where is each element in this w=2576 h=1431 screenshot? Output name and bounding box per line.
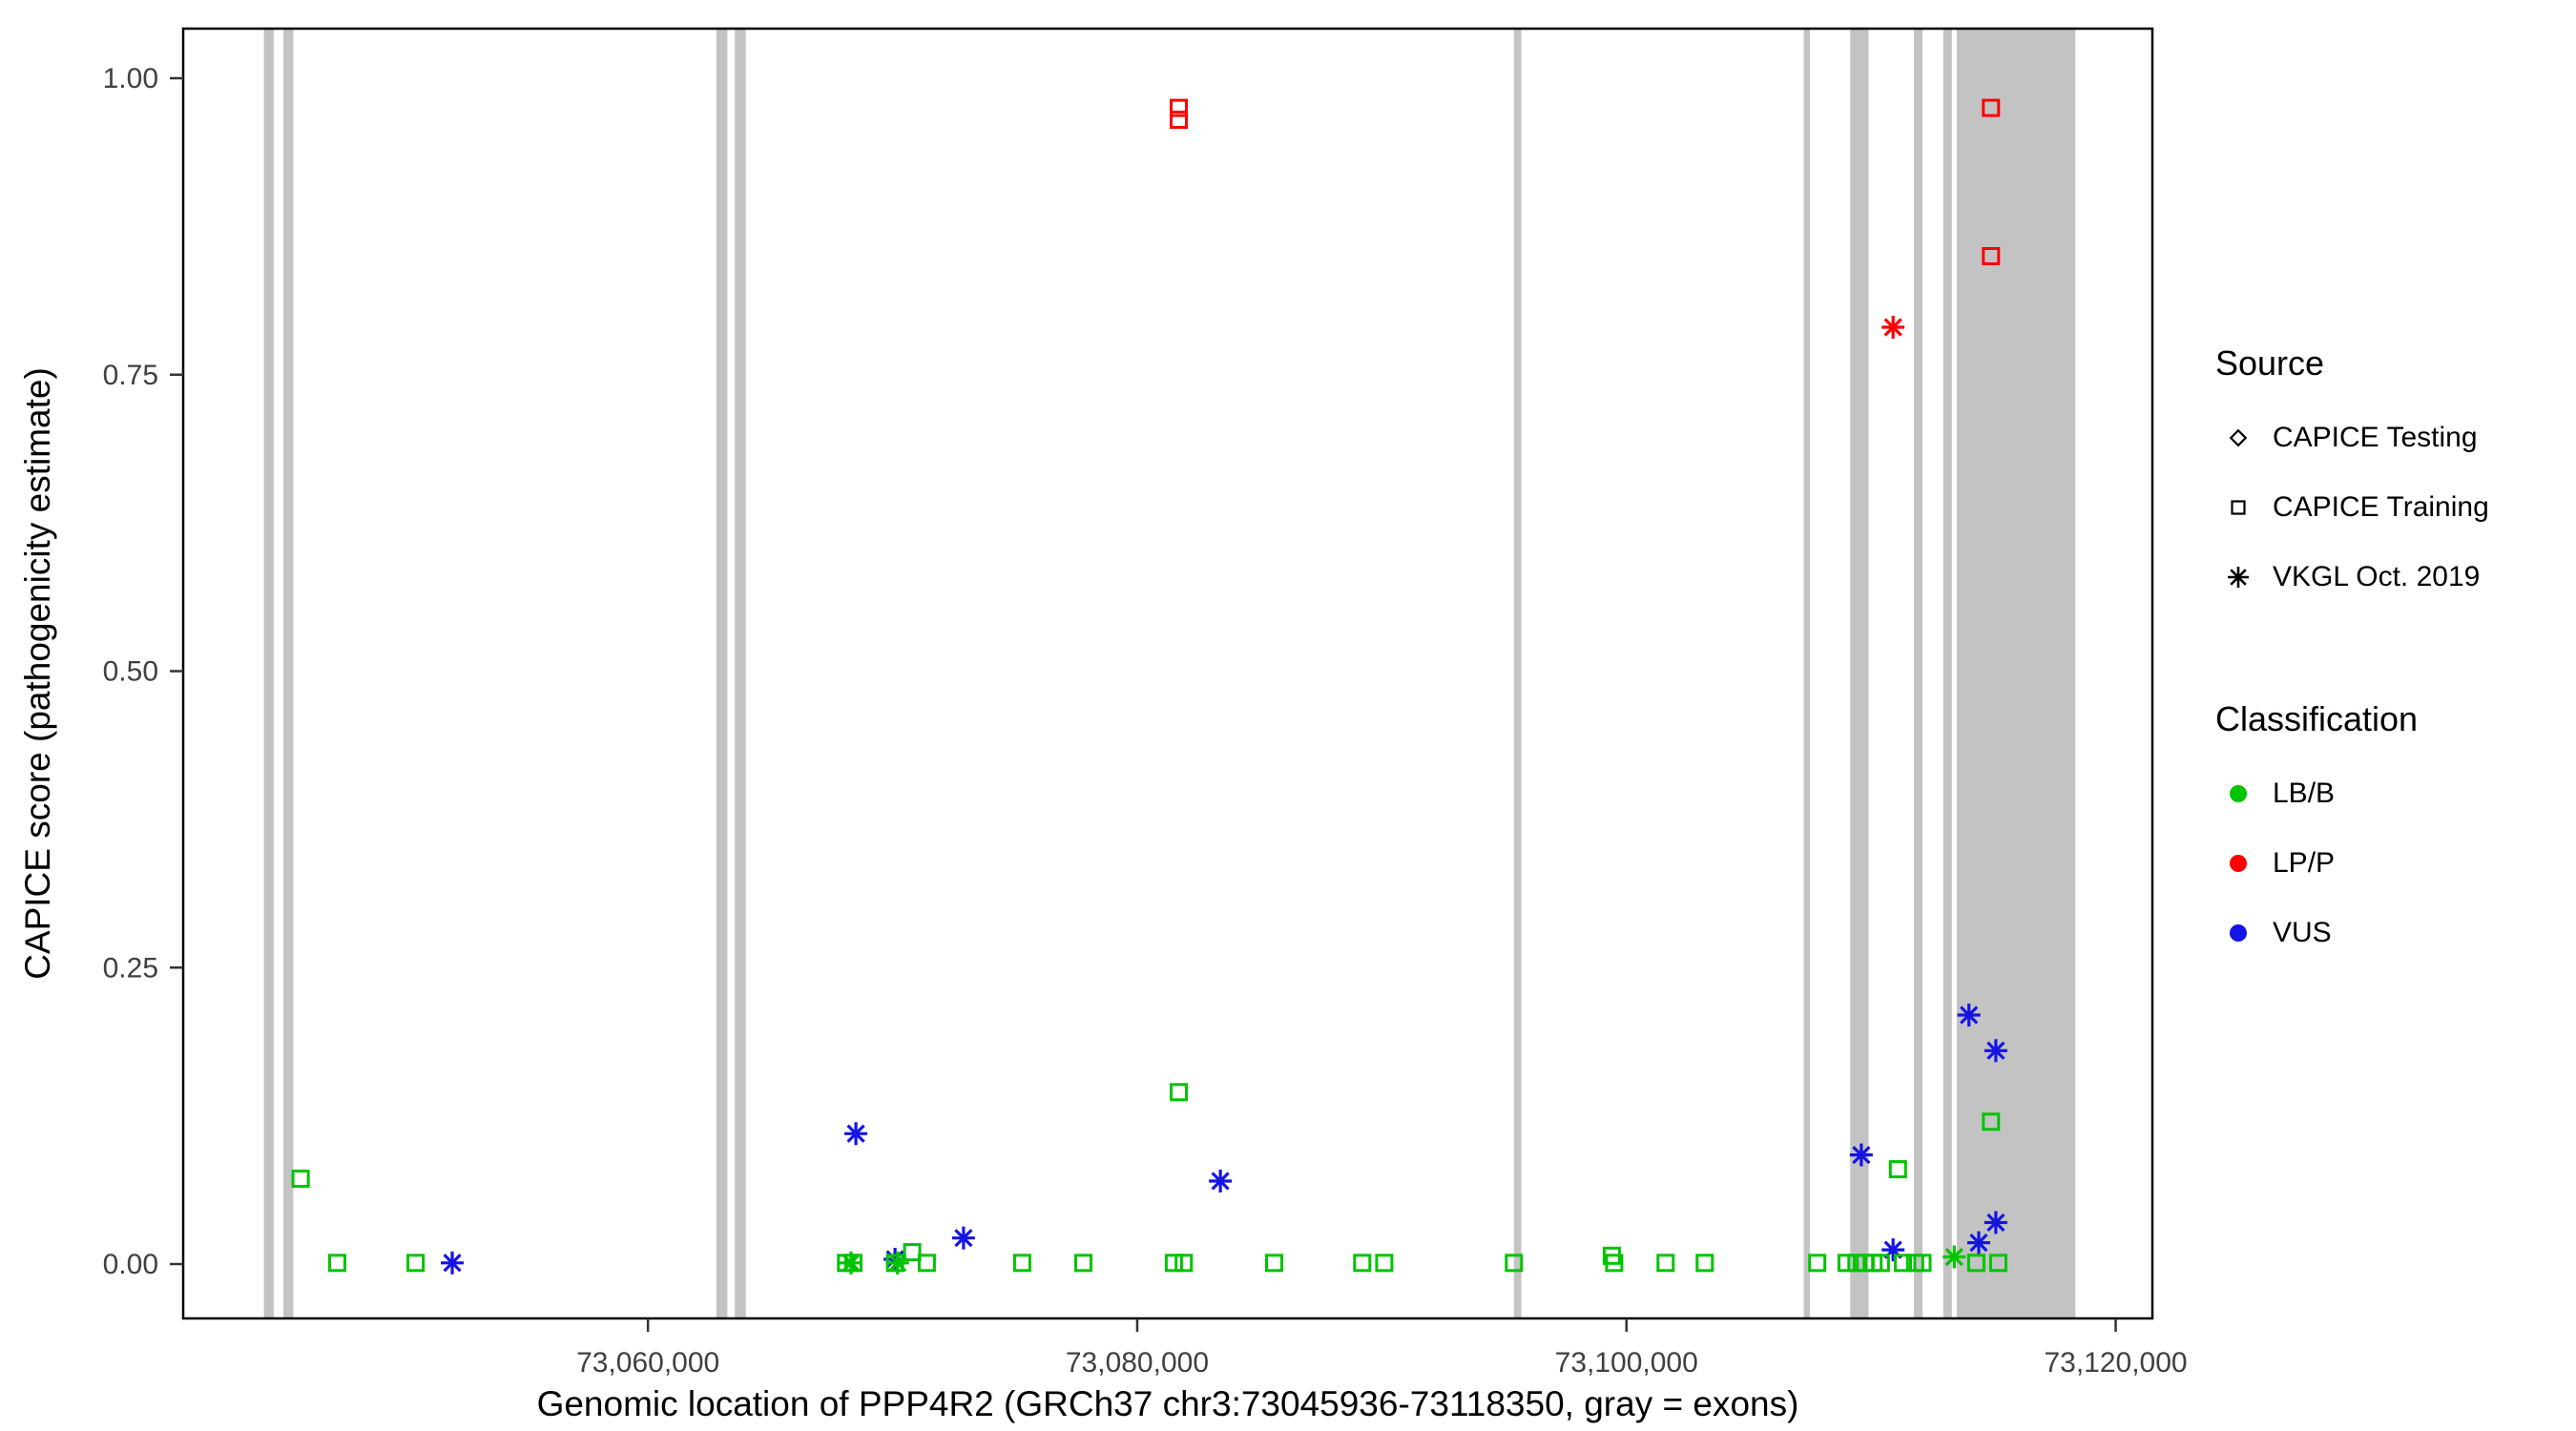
legend-item-lbb: LB/B <box>2215 758 2489 828</box>
y-tick-label: 1.00 <box>103 63 158 94</box>
point-square <box>1164 1254 1183 1273</box>
exon-band <box>1803 29 1810 1318</box>
exon-band <box>735 29 746 1318</box>
x-tick-label: 73,080,000 <box>1066 1347 1209 1379</box>
exon-band <box>1850 29 1869 1318</box>
point-square <box>291 1170 310 1188</box>
exon-band <box>1513 29 1522 1318</box>
lbb-dot-icon <box>2230 784 2247 802</box>
point-asterisk <box>840 1251 862 1275</box>
point-square <box>1170 98 1188 117</box>
point-square <box>903 1243 922 1262</box>
point-square <box>1170 1083 1188 1102</box>
point-square <box>1170 111 1188 129</box>
x-tick-label: 73,100,000 <box>1555 1347 1698 1379</box>
legend-item-capice-training: CAPICE Training <box>2215 472 2489 542</box>
point-square <box>1888 1160 1907 1179</box>
exon-band <box>1914 29 1922 1318</box>
y-tick-label: 0.75 <box>103 360 158 391</box>
point-square <box>1894 1254 1912 1273</box>
point-square <box>1375 1254 1394 1273</box>
point-asterisk <box>1849 1143 1873 1167</box>
point-square <box>1505 1254 1524 1273</box>
legend-label: VKGL Oct. 2019 <box>2273 560 2481 592</box>
point-asterisk <box>951 1226 975 1250</box>
point-asterisk <box>885 1251 909 1275</box>
point-square <box>1913 1254 1932 1273</box>
y-tick-label: 0.00 <box>103 1249 158 1280</box>
square-icon <box>2215 493 2261 522</box>
exon-band <box>1942 29 1952 1318</box>
point-square <box>1966 1254 1985 1273</box>
x-tick-label: 73,060,000 <box>576 1347 719 1379</box>
legend-label: LB/B <box>2273 777 2336 809</box>
y-tick-label: 0.25 <box>103 952 158 984</box>
point-asterisk <box>1881 316 1905 339</box>
exon-band <box>263 29 274 1318</box>
legend-item-lpp: LP/P <box>2215 828 2489 898</box>
point-square <box>1012 1254 1031 1273</box>
legend: Source CAPICE Testing CAPICE Training <box>2215 343 2489 967</box>
point-square <box>1838 1254 1856 1273</box>
point-asterisk <box>844 1122 868 1146</box>
point-square <box>1982 98 2001 117</box>
legend-label: VUS <box>2273 916 2332 948</box>
point-square <box>1808 1254 1827 1273</box>
legend-label: CAPICE Testing <box>2273 421 2478 453</box>
vus-dot-icon <box>2230 923 2247 942</box>
point-asterisk <box>1967 1231 1990 1255</box>
point-square <box>1656 1254 1675 1273</box>
point-square <box>1871 1254 1890 1273</box>
point-square <box>917 1254 936 1273</box>
legend-item-vkgl: VKGL Oct. 2019 <box>2215 542 2489 612</box>
y-axis-title: CAPICE score (pathogenicity estimate) <box>18 367 57 980</box>
legend-label: LP/P <box>2273 846 2336 879</box>
exon-band <box>283 29 294 1318</box>
lpp-dot-icon <box>2230 854 2247 872</box>
point-square <box>1989 1254 2007 1273</box>
point-square <box>1074 1254 1092 1273</box>
diamond-icon <box>2215 424 2261 452</box>
point-asterisk <box>1984 1039 2007 1063</box>
legend-group-source: Source CAPICE Testing CAPICE Training <box>2215 343 2489 612</box>
point-square <box>1695 1254 1714 1273</box>
legend-item-capice-testing: CAPICE Testing <box>2215 403 2489 472</box>
exon-band <box>1956 29 2076 1318</box>
point-asterisk <box>1209 1170 1233 1192</box>
scatter-plot: 73,060,000 73,080,000 73,100,000 73,120,000… <box>18 27 2188 1423</box>
point-square <box>1605 1254 1624 1273</box>
asterisk-icon <box>2215 563 2261 591</box>
x-tick-label: 73,120,000 <box>2044 1347 2187 1379</box>
point-asterisk <box>1881 1238 1905 1262</box>
legend-title-source: Source <box>2215 343 2325 383</box>
legend-title-classification: Classification <box>2215 699 2419 738</box>
point-square <box>1174 1254 1194 1273</box>
point-square <box>328 1254 346 1273</box>
x-axis-title: Genomic location of PPP4R2 (GRCh37 chr3:… <box>537 1384 1799 1423</box>
point-asterisk <box>441 1251 464 1275</box>
panel-border <box>181 27 2154 1320</box>
point-square <box>1353 1254 1372 1273</box>
exon-band <box>716 29 728 1318</box>
point-square <box>1265 1254 1283 1273</box>
point-square <box>406 1254 426 1273</box>
point-asterisk <box>1957 1004 1981 1027</box>
y-tick-label: 0.50 <box>103 656 158 688</box>
point-asterisk <box>1984 1211 2007 1234</box>
point-asterisk <box>1942 1245 1966 1269</box>
legend-group-classification: Classification LB/B LP/P VUS <box>2215 699 2489 967</box>
point-square <box>1982 1112 2001 1131</box>
legend-label: CAPICE Training <box>2273 490 2489 523</box>
legend-item-vus: VUS <box>2215 898 2489 967</box>
point-square <box>1982 247 2001 265</box>
